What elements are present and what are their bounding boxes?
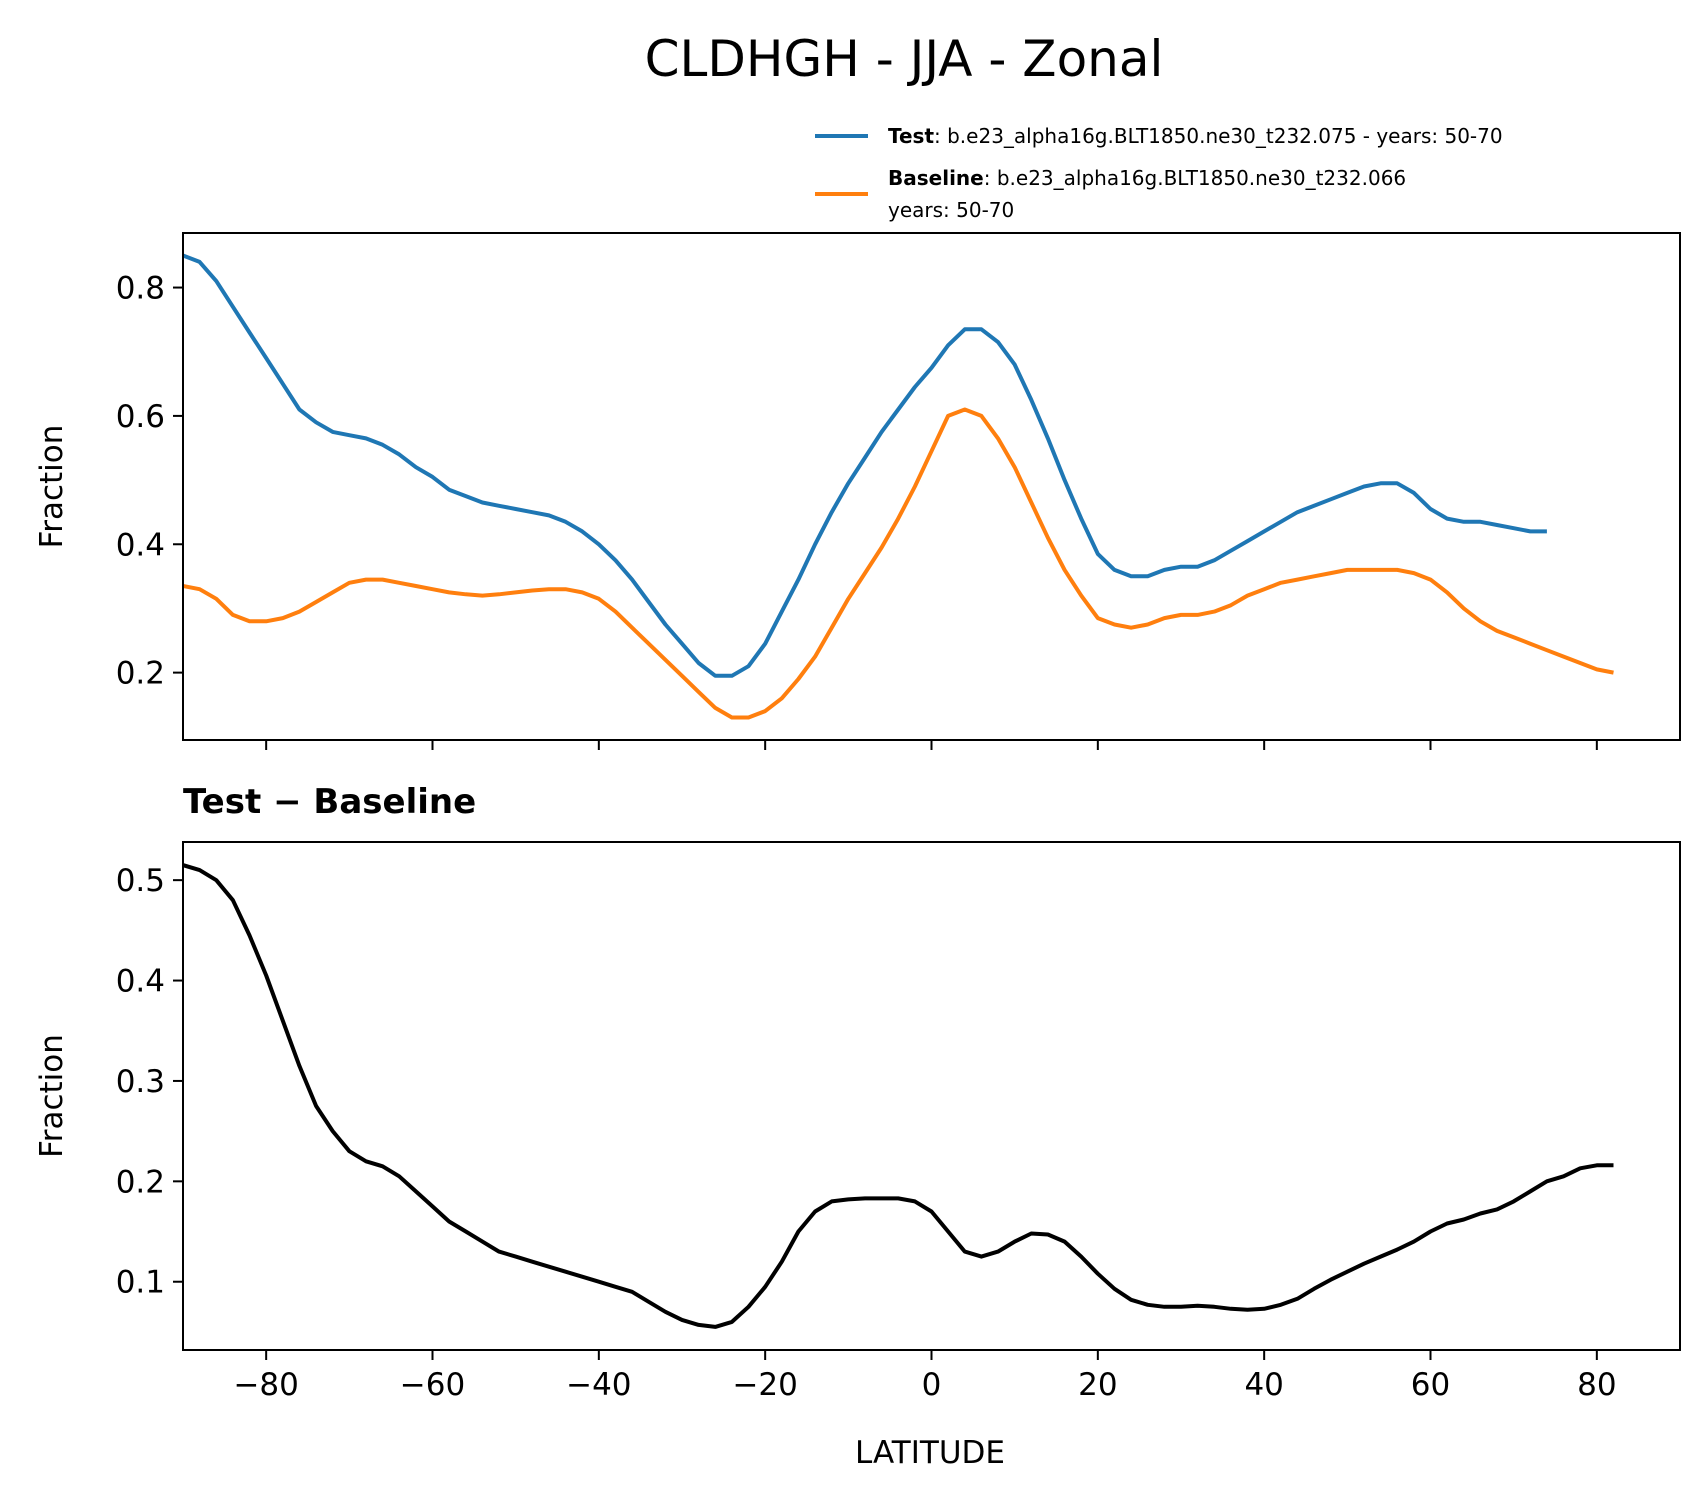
x-axis-label: LATITUDE [855, 1435, 1005, 1471]
y-tick-label: 0.4 [116, 964, 165, 1000]
x-tick-label: 40 [1244, 1367, 1283, 1403]
series-line-baseline [183, 407, 1614, 720]
legend-text-test: : b.e23_alpha16g.BLT1850.ne30_t232.075 -… [934, 124, 1503, 148]
x-tick-label: −20 [732, 1367, 797, 1403]
y-axis-label: Fraction [34, 1034, 70, 1158]
y-tick-label: 0.4 [116, 527, 165, 563]
x-tick-label: 80 [1577, 1367, 1616, 1403]
series-line-test [183, 253, 1547, 678]
legend-label-test: Test [888, 124, 934, 148]
x-tick-label: −60 [400, 1367, 465, 1403]
legend: Test: b.e23_alpha16g.BLT1850.ne30_t232.0… [815, 124, 1503, 222]
y-tick-label: 0.1 [116, 1265, 165, 1301]
top-panel: 0.2 0.4 0.6 0.8 Fraction [34, 232, 1681, 750]
plot-frame [182, 232, 1681, 741]
x-tick-label: 60 [1411, 1367, 1450, 1403]
legend-text-baseline: : b.e23_alpha16g.BLT1850.ne30_t232.066 [984, 166, 1406, 190]
legend-entry-baseline: Baseline: b.e23_alpha16g.BLT1850.ne30_t2… [888, 166, 1406, 190]
subtitle-baseline: Baseline [313, 782, 476, 822]
chart-title: CLDHGH - JJA - Zonal [645, 30, 1164, 88]
plot-frame [182, 841, 1681, 1351]
legend-label-baseline: Baseline [888, 166, 984, 190]
legend-entry-test: Test: b.e23_alpha16g.BLT1850.ne30_t232.0… [888, 124, 1503, 148]
y-tick-label: 0.2 [116, 1164, 165, 1200]
y-tick-label: 0.2 [116, 656, 165, 692]
legend-text-baseline-years: years: 50-70 [888, 198, 1014, 222]
x-tick-label: −80 [233, 1367, 298, 1403]
x-tick-label: 0 [922, 1367, 942, 1403]
bottom-panel: 0.1 0.2 0.3 0.4 0.5 Fraction −80 −60 −40 −20 0 20 40… [34, 841, 1681, 1403]
subtitle-test: Test [183, 782, 261, 822]
y-tick-label: 0.5 [116, 863, 165, 899]
subtitle-minus: − [273, 782, 302, 822]
panel-subtitle: Test − Baseline [183, 782, 476, 822]
y-tick-label: 0.8 [116, 271, 165, 307]
x-tick-label: −40 [566, 1367, 631, 1403]
y-tick-label: 0.6 [116, 399, 165, 435]
y-tick-label: 0.3 [116, 1064, 165, 1100]
y-axis-label: Fraction [34, 425, 70, 549]
x-tick-label: 20 [1078, 1367, 1117, 1403]
series-line-test-baseline [183, 863, 1614, 1329]
